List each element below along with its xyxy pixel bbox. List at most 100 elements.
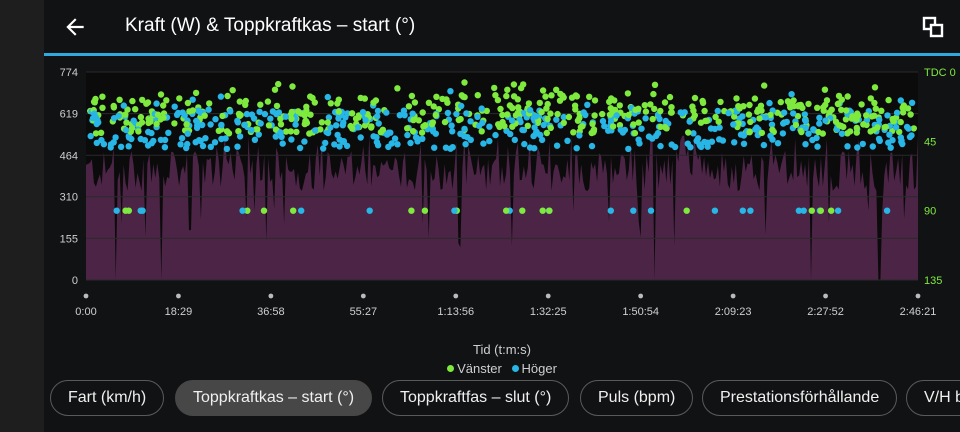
point-left: [586, 93, 593, 100]
point-left: [836, 122, 843, 129]
point-left: [835, 100, 842, 107]
point-right: [444, 109, 452, 117]
point-left: [699, 99, 707, 107]
point-right: [257, 120, 264, 127]
point-left: [370, 99, 377, 106]
point-left: [715, 118, 722, 125]
point-left: [792, 121, 800, 129]
point-right: [869, 143, 876, 150]
point-left: [769, 126, 776, 133]
chip-performance-condition[interactable]: Prestationsförhållande: [702, 380, 898, 416]
point-left: [843, 107, 850, 114]
chip-speed[interactable]: Fart (km/h): [50, 380, 165, 416]
point-right: [197, 137, 204, 145]
point-right: [320, 145, 327, 152]
point-left: [441, 118, 449, 126]
point-right: [407, 139, 414, 147]
x-tick-mark: [268, 293, 274, 299]
point-right: [538, 136, 546, 144]
point-left: [405, 103, 413, 110]
arrow-left-icon[interactable]: [62, 14, 88, 40]
point-left: [657, 107, 664, 115]
point-left: [787, 104, 794, 111]
point-left: [860, 121, 867, 128]
point-left: [408, 207, 415, 214]
app-screen: Kraft (W) & Toppkraftkas – start (°) 774…: [44, 0, 960, 432]
y-right-tick-label: TDC 0: [924, 67, 956, 79]
point-right: [553, 116, 560, 123]
point-left: [761, 82, 768, 89]
point-left: [565, 113, 573, 121]
point-right: [711, 207, 719, 214]
point-right: [112, 134, 119, 141]
point-left: [814, 104, 821, 111]
point-left: [433, 93, 440, 100]
point-left: [821, 86, 829, 93]
point-left: [128, 125, 136, 132]
point-right: [327, 124, 334, 131]
point-left: [642, 108, 650, 115]
point-left: [525, 100, 533, 107]
point-right: [898, 138, 905, 146]
point-right: [801, 116, 809, 124]
point-right: [779, 130, 787, 137]
point-right: [859, 140, 866, 148]
chip-heart-rate[interactable]: Puls (bpm): [580, 380, 694, 416]
point-left: [815, 128, 822, 136]
point-right: [343, 142, 351, 150]
point-right: [339, 122, 346, 129]
point-left: [854, 110, 861, 117]
point-right: [607, 207, 614, 214]
point-right: [277, 129, 284, 136]
point-left: [572, 106, 579, 113]
point-left: [201, 112, 208, 119]
point-right: [737, 131, 745, 138]
point-left: [635, 105, 642, 112]
point-left: [324, 119, 331, 126]
point-right: [239, 207, 246, 214]
point-right: [725, 109, 732, 117]
point-left: [327, 100, 334, 107]
x-tick-mark: [453, 293, 459, 299]
point-right: [100, 141, 108, 148]
chip-balance[interactable]: V/H b: [906, 380, 960, 416]
point-left: [668, 104, 675, 111]
point-right: [580, 109, 587, 116]
point-right: [273, 110, 280, 118]
point-left: [215, 127, 222, 134]
point-left: [192, 89, 200, 97]
x-tick-mark: [83, 293, 89, 299]
fullscreen-toggle-icon[interactable]: [921, 15, 945, 39]
point-left: [805, 100, 812, 108]
point-left: [409, 128, 417, 135]
point-right: [366, 207, 373, 214]
y-left-axis: 774 619 464 310 155 0: [60, 67, 78, 287]
power-peak-chart[interactable]: 774 619 464 310 155 0 TDC 0 45 90 135 0:00 18:29 3…: [44, 56, 960, 338]
point-left: [307, 93, 314, 100]
point-right: [649, 135, 656, 142]
point-left: [651, 81, 659, 88]
point-right: [178, 135, 186, 142]
point-left: [432, 111, 439, 119]
y-right-tick-label: 135: [924, 275, 942, 287]
point-right: [474, 113, 481, 120]
point-left: [236, 98, 243, 105]
chip-peak-end[interactable]: Toppkraftfas – slut (°): [382, 380, 570, 416]
point-right: [887, 144, 894, 151]
chip-peak-start[interactable]: Toppkraftkas – start (°): [175, 380, 373, 416]
point-right: [370, 133, 377, 140]
point-right: [181, 112, 188, 119]
point-left: [491, 84, 498, 92]
point-left: [846, 128, 854, 135]
point-right: [125, 143, 132, 150]
point-right: [788, 91, 795, 98]
point-left: [163, 97, 170, 104]
point-left: [483, 107, 490, 115]
point-right: [419, 135, 426, 142]
point-left: [733, 95, 740, 102]
legend-label-left: Vänster: [457, 361, 502, 376]
point-left: [649, 115, 656, 123]
point-right: [883, 207, 891, 214]
point-left: [428, 121, 436, 128]
point-left: [822, 101, 829, 109]
